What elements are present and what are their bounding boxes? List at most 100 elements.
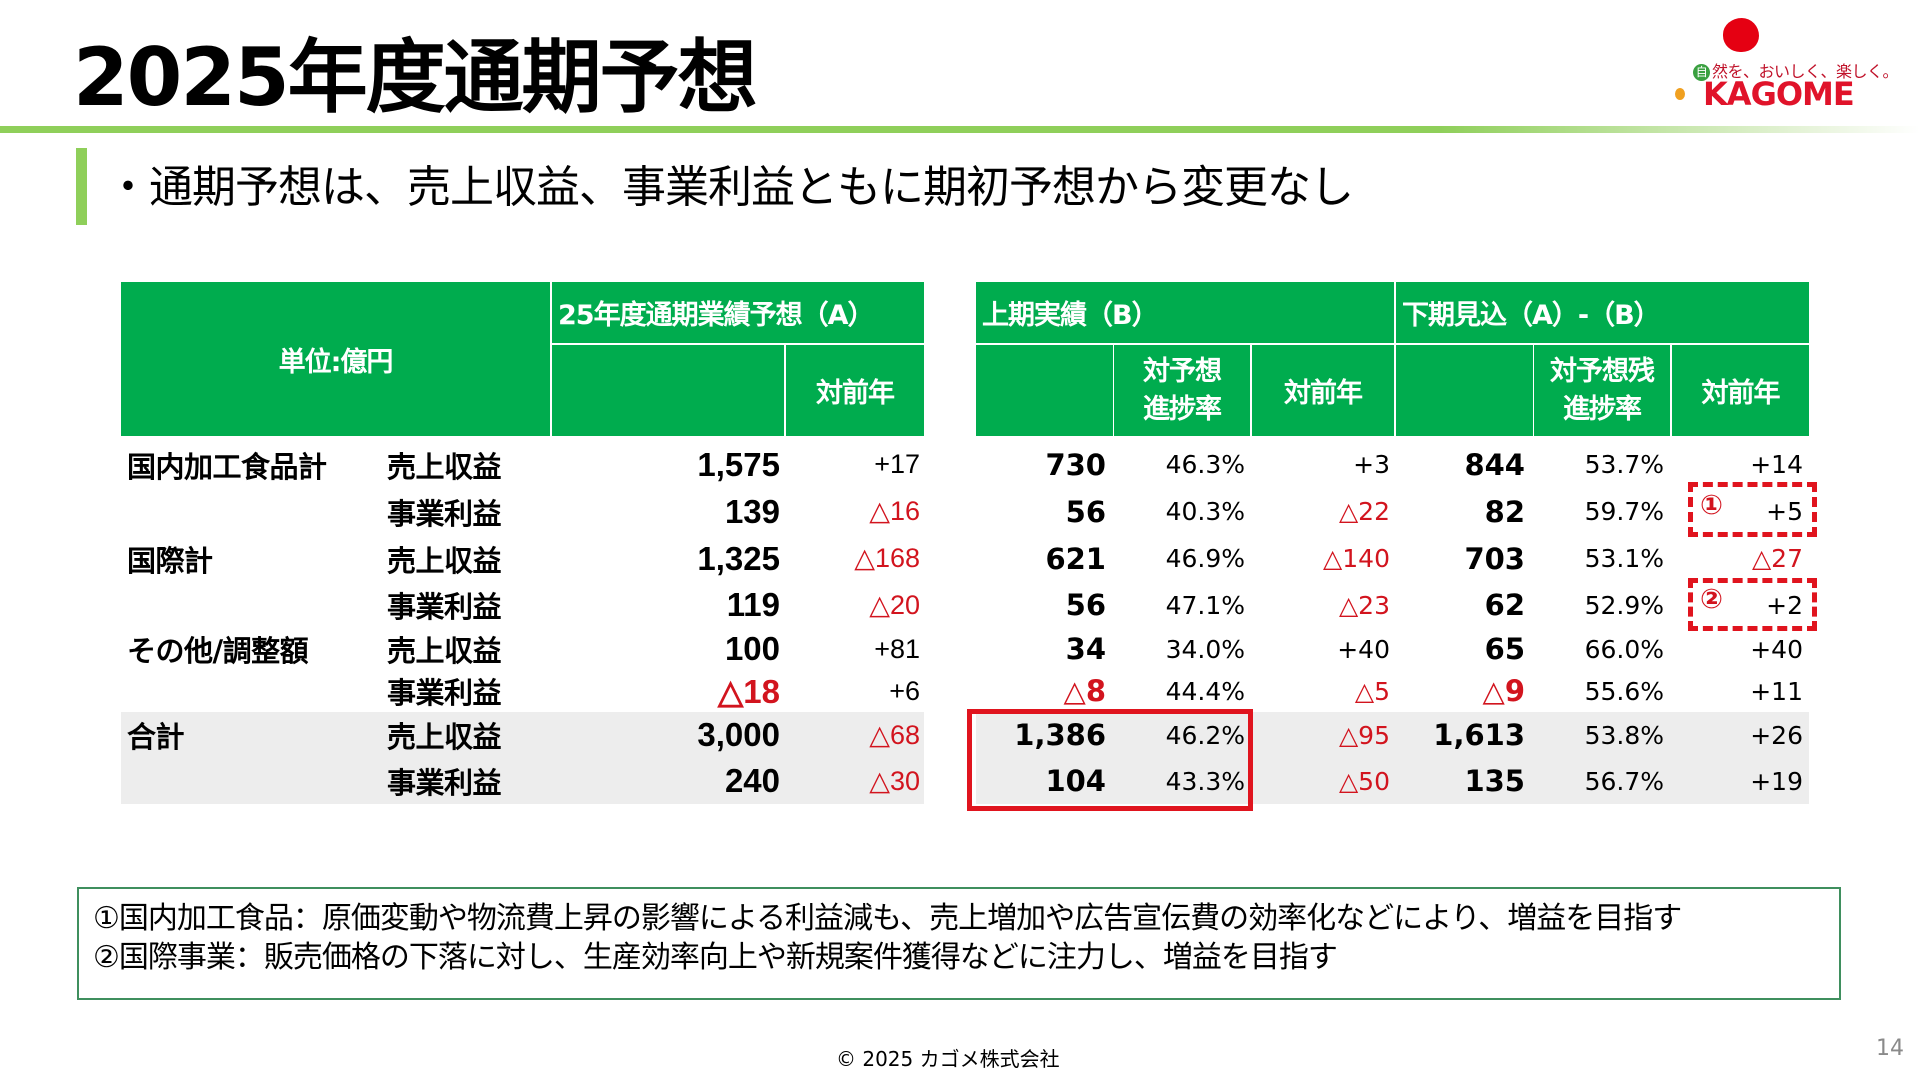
fy-forecast-yoy: +6 [889,675,920,706]
h2-yoy: +14 [1750,450,1803,479]
h1-total-highlight-box [967,709,1253,811]
header-b-yoy-label: 対前年 [1284,378,1363,409]
notes-box: ①国内加工食品：原価変動や物流費上昇の影響による利益減も、売上増加や広告宣伝費の… [77,887,1841,1000]
header-c-yoy: 対前年 [1672,345,1809,436]
fy-forecast-yoy: △68 [869,719,920,750]
fy-forecast-value: 139 [724,492,780,530]
header-b-yoy: 対前年 [1252,345,1394,436]
header-c-progress: 対予想残 進捗率 [1534,345,1670,436]
logo-brand: KAGOME [1703,75,1855,113]
fy-forecast-value: 240 [724,762,780,799]
copyright: © 2025 カゴメ株式会社 [836,1047,1060,1071]
h2-yoy: +5 [1766,497,1803,526]
header-c-progress-line2: 進捗率 [1563,393,1642,425]
h1-actual-value: 56 [1065,494,1106,529]
h1-yoy: △5 [1354,676,1390,706]
h2-yoy: +40 [1750,634,1803,664]
total-rows-background-right [976,712,1809,804]
h2-outlook-value: 844 [1464,447,1525,482]
header-b-progress-line1: 対予想 [1143,355,1222,387]
row-item: 売上収益 [387,543,502,578]
note-line-2: ②国際事業：販売価格の下落に対し、生産効率向上や新規案件獲得などに注力し、増益を… [93,940,1338,975]
h2-progress-rate: 55.6% [1584,676,1664,706]
callout-marker-1: ① [1700,490,1723,521]
callout-marker-2: ② [1700,584,1723,615]
h2-progress-rate: 59.7% [1584,497,1664,526]
logo-dot-icon [1675,88,1685,100]
tomato-icon [1723,18,1759,52]
header-a-yoy: 対前年 [786,345,924,436]
h2-outlook-value: △9 [1482,674,1525,708]
h1-yoy: △22 [1338,497,1390,526]
h2-yoy: +26 [1750,720,1803,750]
header-c-yoy-label: 対前年 [1701,378,1781,409]
header-b-label: 上期実績（B） [982,300,1159,331]
h2-outlook-value: 703 [1464,541,1525,576]
fy-forecast-value: 1,325 [697,539,780,577]
fy-forecast-value: 100 [724,630,780,667]
page-number: 14 [1876,1036,1904,1061]
header-unit: 単位:億円 [121,282,550,436]
header-fy-forecast-spacer [552,345,784,436]
header-c-progress-line1: 対予想残 [1550,355,1655,387]
h1-actual-value: 730 [1045,447,1106,482]
row-category: 合計 [127,720,185,754]
row-category: 国際計 [127,543,213,578]
header-c-label: 下期見込（A）-（B） [1402,300,1661,331]
header-fy-forecast: 25年度通期業績予想（A） [552,282,924,343]
fy-forecast-yoy: △168 [854,543,920,573]
callout-box-2 [1688,578,1817,631]
h1-progress-rate: 43.3% [1165,766,1245,796]
row-item: 事業利益 [387,496,502,531]
callout-box-1 [1688,482,1817,537]
fy-forecast-value: △18 [717,672,780,710]
h1-progress-rate: 44.4% [1165,676,1245,706]
header-h1-spacer [976,345,1113,436]
row-item: 売上収益 [387,449,502,484]
h1-progress-rate: 47.1% [1165,590,1245,620]
row-category: その他/調整額 [127,634,309,668]
h1-yoy: △140 [1323,544,1390,573]
h1-actual-value: 34 [1065,632,1106,666]
subheading-accent-bar [76,148,87,225]
h2-progress-rate: 52.9% [1584,590,1664,620]
logo-tagline: 自然を、おいしく、楽しく。 [1693,58,1899,82]
fy-forecast-value: 3,000 [697,716,780,753]
h1-progress-rate: 40.3% [1165,497,1245,526]
h2-outlook-value: 1,613 [1433,718,1525,752]
h2-yoy: +19 [1750,766,1803,796]
kagome-logo: 自然を、おいしく、楽しく。 KAGOME [1665,12,1899,117]
tagline-text: 然を、おいしく、楽しく。 [1712,62,1899,81]
h1-actual-value: 56 [1065,588,1106,622]
fy-forecast-yoy: △20 [869,589,920,620]
h1-actual-value: 104 [1045,764,1106,798]
row-item: 売上収益 [387,720,502,754]
h1-yoy: △23 [1338,590,1390,620]
unit-label: 単位:億円 [278,346,394,378]
h2-progress-rate: 66.0% [1584,634,1664,664]
fy-forecast-yoy: +81 [874,633,920,664]
header-h1-actual: 上期実績（B） [976,282,1394,343]
h2-outlook-value: 62 [1484,588,1525,622]
h1-yoy: △95 [1338,720,1390,750]
fy-forecast-yoy: △30 [869,765,920,796]
h2-outlook-value: 65 [1484,632,1525,666]
row-category [127,670,380,712]
header-h2-outlook: 下期見込（A）-（B） [1396,282,1809,343]
header-b-progress: 対予想 進捗率 [1114,345,1250,436]
h1-progress-rate: 46.2% [1165,720,1245,750]
h2-yoy: +11 [1750,676,1803,706]
h1-actual-value: 621 [1045,541,1106,576]
h1-progress-rate: 34.0% [1165,634,1245,664]
title-divider [0,126,1920,133]
subheading: ・通期予想は、売上収益、事業利益ともに期初予想から変更なし [106,162,1354,213]
tagline-badge: 自 [1693,64,1710,81]
h1-actual-value: 1,386 [1014,718,1106,752]
h2-progress-rate: 53.7% [1584,450,1664,479]
fy-forecast-value: 1,575 [697,445,780,483]
h2-progress-rate: 56.7% [1584,766,1664,796]
h1-yoy: +40 [1337,634,1390,664]
h1-actual-value: △8 [1063,674,1106,708]
fy-forecast-value: 119 [726,586,780,623]
row-item: 事業利益 [387,590,502,624]
